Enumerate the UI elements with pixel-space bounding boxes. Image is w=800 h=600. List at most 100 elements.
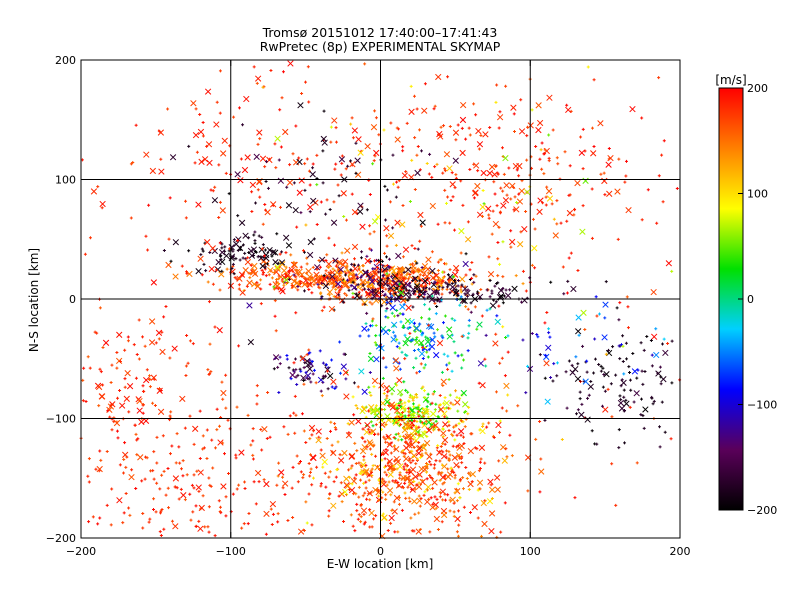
plus-marker (376, 281, 380, 285)
plus-marker (199, 253, 203, 257)
plus-marker (419, 224, 423, 228)
plus-marker (406, 406, 410, 410)
plus-marker (342, 352, 346, 356)
plus-marker (300, 91, 304, 95)
plus-marker (236, 238, 240, 242)
plus-marker (155, 461, 159, 465)
plus-marker (353, 476, 357, 480)
plus-marker (325, 369, 329, 373)
plus-marker (642, 426, 646, 430)
plus-marker (472, 102, 476, 106)
plus-marker (144, 455, 148, 459)
cross-marker (378, 478, 385, 485)
cross-marker (496, 114, 504, 121)
plus-marker (438, 450, 442, 454)
plus-marker (359, 515, 363, 519)
plus-marker (387, 266, 391, 270)
plus-marker (439, 472, 443, 476)
plus-marker (295, 225, 299, 229)
plus-marker (347, 288, 351, 292)
cross-marker (137, 454, 144, 461)
plus-marker (506, 350, 510, 354)
plus-marker (349, 513, 353, 517)
plus-marker (141, 402, 145, 406)
cross-marker (190, 100, 197, 107)
plus-marker (388, 200, 392, 204)
cross-marker (279, 288, 286, 295)
plus-marker (525, 158, 529, 162)
plus-marker (369, 248, 373, 252)
plus-marker (498, 419, 502, 423)
plus-marker (293, 357, 297, 361)
plus-marker (400, 508, 404, 512)
plus-marker (447, 423, 451, 427)
cross-marker (536, 208, 543, 215)
cross-marker (198, 158, 205, 165)
cross-marker (384, 398, 391, 406)
plus-marker (359, 295, 363, 299)
plus-marker (421, 274, 425, 278)
plus-marker (96, 522, 100, 526)
plus-marker (452, 425, 456, 429)
cross-marker (487, 270, 495, 278)
plus-marker (418, 322, 422, 326)
cross-marker (332, 275, 339, 282)
plus-marker (470, 282, 474, 286)
plus-marker (357, 513, 361, 517)
plus-marker (322, 109, 326, 113)
plus-marker (187, 249, 191, 253)
plus-marker (98, 516, 102, 520)
cross-marker (467, 480, 474, 488)
cross-marker (197, 525, 204, 532)
plus-marker (191, 510, 195, 514)
cross-marker (479, 203, 486, 211)
cross-marker (478, 444, 486, 451)
plus-marker (147, 374, 151, 378)
plus-marker (292, 260, 296, 264)
cross-marker (642, 406, 649, 413)
plus-marker (367, 334, 371, 338)
plus-marker (217, 499, 221, 503)
cross-marker (150, 279, 158, 286)
plus-marker (374, 334, 378, 338)
plus-marker (147, 377, 151, 381)
plus-marker (192, 473, 196, 477)
plus-marker (421, 346, 425, 350)
plus-marker (406, 420, 410, 424)
plus-marker (370, 525, 374, 529)
cross-marker (424, 498, 431, 506)
plus-marker (184, 364, 188, 368)
plus-marker (443, 169, 447, 173)
plus-marker (232, 115, 236, 119)
plus-marker (393, 530, 397, 534)
plus-marker (134, 376, 138, 380)
plus-marker (327, 514, 331, 518)
cross-marker (180, 492, 187, 499)
plus-marker (368, 508, 372, 512)
plus-marker (407, 458, 411, 462)
plus-marker (401, 486, 405, 490)
plus-marker (412, 349, 416, 353)
cross-marker (552, 232, 559, 239)
plus-marker (185, 473, 189, 477)
plus-marker (310, 523, 314, 527)
plus-marker (270, 522, 274, 526)
plus-marker (449, 466, 453, 470)
plus-marker (438, 394, 442, 398)
cross-marker (341, 449, 348, 457)
plus-marker (141, 512, 145, 516)
cross-marker (238, 271, 246, 278)
plus-marker (398, 276, 402, 280)
plus-marker (427, 323, 431, 327)
plus-marker (533, 227, 537, 231)
cross-marker (128, 473, 135, 481)
plus-marker (355, 502, 359, 506)
plus-marker (363, 520, 367, 524)
cross-marker (308, 424, 316, 432)
plus-marker (261, 85, 265, 89)
plus-marker (86, 474, 90, 478)
plus-marker (617, 318, 621, 322)
cross-marker (288, 266, 295, 274)
plus-marker (413, 512, 417, 516)
plus-marker (321, 376, 325, 380)
